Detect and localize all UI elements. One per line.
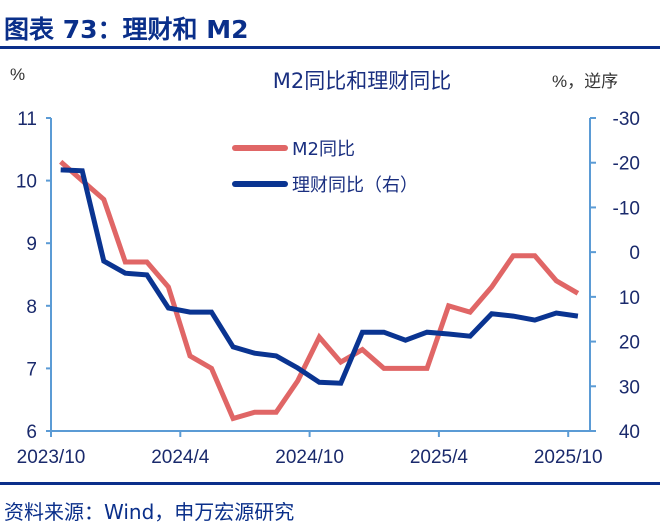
left-axis-unit: % — [10, 65, 25, 84]
right-axis-tick-label: 0 — [629, 243, 640, 264]
chart-title: M2同比和理财同比 — [273, 69, 451, 93]
left-axis-tick-label: 6 — [26, 422, 37, 443]
title-divider — [0, 46, 660, 49]
left-axis-tick-label: 10 — [16, 172, 37, 193]
footer-divider — [0, 482, 660, 485]
right-axis-tick-label: 10 — [619, 288, 640, 309]
left-axis-tick-label: 11 — [17, 109, 37, 130]
legend-label-m2: M2同比 — [292, 139, 355, 160]
figure-title: 图表 73：理财和 M2 — [4, 15, 249, 44]
series-line-wealth — [60, 167, 579, 386]
right-axis-tick-label: 40 — [619, 422, 640, 443]
x-axis-tick-label: 2024/10 — [275, 447, 344, 468]
right-axis-tick-label: 30 — [619, 377, 640, 398]
x-axis-tick-label: 2023/10 — [17, 447, 86, 468]
left-axis-tick-label: 7 — [26, 359, 37, 380]
x-axis-tick-label: 2024/4 — [151, 447, 210, 468]
right-axis-tick-label: -10 — [613, 198, 640, 219]
x-axis-tick-label: 2025/4 — [410, 447, 469, 468]
right-axis-tick-label: -30 — [613, 109, 640, 130]
source-note: 资料来源：Wind，申万宏源研究 — [4, 500, 295, 524]
left-axis-tick-label: 9 — [26, 234, 37, 255]
legend-label-wealth: 理财同比（右） — [292, 175, 418, 196]
x-axis-tick-label: 2025/10 — [534, 447, 603, 468]
left-axis-tick-label: 8 — [26, 297, 37, 318]
right-axis-tick-label: 20 — [619, 333, 640, 354]
series-line-m2 — [59, 159, 580, 422]
right-axis-unit: %，逆序 — [552, 72, 618, 91]
chart: % %，逆序 M2同比和理财同比 6 7 8 9 10 11 -30 -20 -10 0 10 20 3… — [10, 65, 640, 468]
right-axis-tick-label: -20 — [613, 154, 640, 175]
